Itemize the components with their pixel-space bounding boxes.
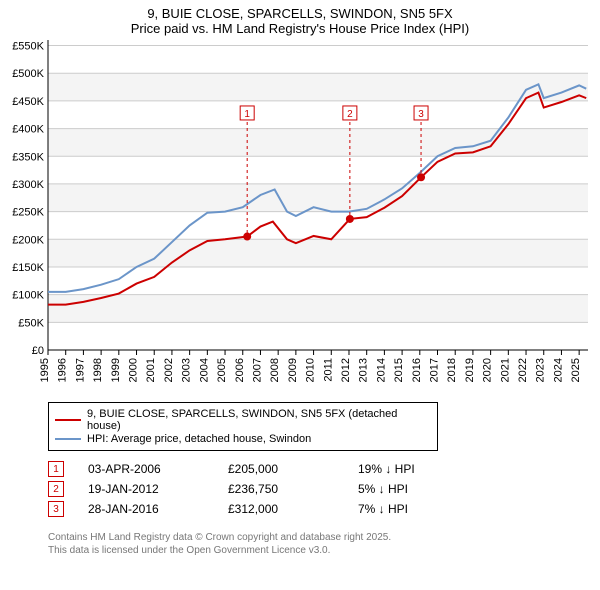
svg-text:£100K: £100K (12, 290, 44, 302)
sale-date: 03-APR-2006 (88, 462, 228, 476)
svg-text:2017: 2017 (429, 358, 441, 382)
legend: 9, BUIE CLOSE, SPARCELLS, SWINDON, SN5 5… (48, 402, 438, 451)
legend-swatch (55, 438, 81, 440)
svg-text:1998: 1998 (92, 358, 104, 382)
sales-table: 1 03-APR-2006£205,00019% ↓ HPI 2 19-JAN-201… (48, 461, 600, 517)
sale-row: 1 03-APR-2006£205,00019% ↓ HPI (48, 461, 600, 477)
svg-text:2009: 2009 (287, 358, 299, 382)
sale-marker-icon: 1 (48, 461, 64, 477)
legend-item: HPI: Average price, detached house, Swin… (55, 433, 431, 445)
svg-text:2013: 2013 (358, 358, 370, 382)
svg-text:2004: 2004 (198, 358, 210, 382)
svg-text:2002: 2002 (163, 358, 175, 382)
legend-item: 9, BUIE CLOSE, SPARCELLS, SWINDON, SN5 5… (55, 408, 431, 432)
svg-text:2000: 2000 (128, 358, 140, 382)
svg-text:£300K: £300K (12, 179, 44, 191)
sale-row: 2 19-JAN-2012£236,7505% ↓ HPI (48, 481, 600, 497)
sale-diff: 5% ↓ HPI (358, 482, 478, 496)
legend-label: HPI: Average price, detached house, Swin… (87, 433, 311, 445)
title-block: 9, BUIE CLOSE, SPARCELLS, SWINDON, SN5 5… (0, 0, 600, 40)
svg-text:£550K: £550K (12, 41, 44, 53)
sale-marker-icon: 3 (48, 501, 64, 517)
svg-text:2007: 2007 (251, 358, 263, 382)
sale-price: £236,750 (228, 482, 358, 496)
svg-text:2011: 2011 (322, 358, 334, 382)
svg-text:1999: 1999 (110, 358, 122, 382)
svg-text:£350K: £350K (12, 151, 44, 163)
svg-text:2015: 2015 (393, 358, 405, 382)
svg-text:2021: 2021 (499, 358, 511, 382)
svg-text:2020: 2020 (482, 358, 494, 382)
svg-text:2018: 2018 (446, 358, 458, 382)
svg-text:£0: £0 (32, 345, 44, 357)
sale-diff: 19% ↓ HPI (358, 462, 478, 476)
svg-text:£250K: £250K (12, 207, 44, 219)
svg-text:3: 3 (418, 109, 424, 120)
chart-svg: £0 £50K £100K £150K £200K £250K £300K £350K £400… (0, 40, 600, 396)
footer-line2: This data is licensed under the Open Gov… (48, 544, 600, 557)
sale-diff: 7% ↓ HPI (358, 502, 478, 516)
svg-text:2022: 2022 (517, 358, 529, 382)
svg-text:2023: 2023 (535, 358, 547, 382)
svg-text:2025: 2025 (570, 358, 582, 382)
svg-text:£500K: £500K (12, 68, 44, 80)
svg-text:1996: 1996 (57, 358, 69, 382)
footer-line1: Contains HM Land Registry data © Crown c… (48, 531, 600, 544)
footer: Contains HM Land Registry data © Crown c… (48, 531, 600, 557)
chart-plot: £0 £50K £100K £150K £200K £250K £300K £350K £400… (0, 40, 600, 396)
chart-container: 9, BUIE CLOSE, SPARCELLS, SWINDON, SN5 5… (0, 0, 600, 590)
svg-text:£150K: £150K (12, 262, 44, 274)
svg-text:2010: 2010 (305, 358, 317, 382)
sale-row: 3 28-JAN-2016£312,0007% ↓ HPI (48, 501, 600, 517)
legend-label: 9, BUIE CLOSE, SPARCELLS, SWINDON, SN5 5… (87, 408, 431, 432)
sale-price: £312,000 (228, 502, 358, 516)
svg-text:2016: 2016 (411, 358, 423, 382)
sale-date: 19-JAN-2012 (88, 482, 228, 496)
svg-text:2014: 2014 (375, 358, 387, 382)
svg-text:1: 1 (244, 109, 250, 120)
svg-text:2012: 2012 (340, 358, 352, 382)
title-line2: Price paid vs. HM Land Registry's House … (0, 21, 600, 36)
svg-text:2003: 2003 (181, 358, 193, 382)
title-line1: 9, BUIE CLOSE, SPARCELLS, SWINDON, SN5 5… (0, 6, 600, 21)
svg-text:£450K: £450K (12, 96, 44, 108)
svg-text:£400K: £400K (12, 124, 44, 136)
svg-text:£200K: £200K (12, 234, 44, 246)
svg-text:2006: 2006 (234, 358, 246, 382)
svg-text:2: 2 (347, 109, 353, 120)
svg-text:2008: 2008 (269, 358, 281, 382)
svg-text:2019: 2019 (464, 358, 476, 382)
sale-marker-icon: 2 (48, 481, 64, 497)
legend-swatch (55, 419, 81, 421)
sale-price: £205,000 (228, 462, 358, 476)
svg-text:2001: 2001 (145, 358, 157, 382)
svg-text:2024: 2024 (552, 358, 564, 382)
svg-text:1995: 1995 (39, 358, 51, 382)
svg-text:£50K: £50K (18, 317, 44, 329)
sale-date: 28-JAN-2016 (88, 502, 228, 516)
svg-text:1997: 1997 (74, 358, 86, 382)
svg-text:2005: 2005 (216, 358, 228, 382)
